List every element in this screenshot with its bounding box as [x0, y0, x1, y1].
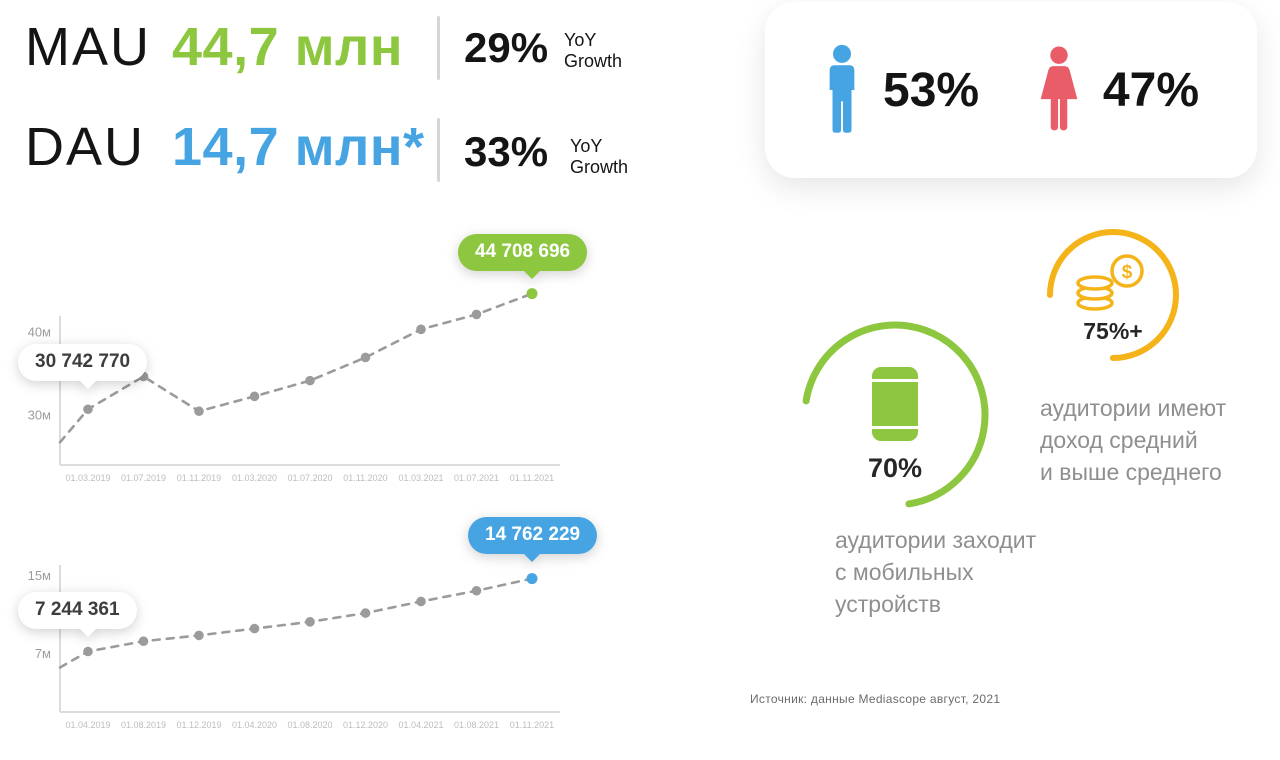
male-percent: 53% [883, 63, 980, 117]
mobile-ring-arc [801, 321, 989, 509]
svg-text:01.03.2019: 01.03.2019 [65, 473, 110, 483]
coins-icon: $ [1076, 254, 1144, 311]
dollar-symbol: $ [1122, 262, 1133, 283]
mobile-ring: 70% [801, 321, 989, 509]
mau-growth-label: YoY Growth [564, 30, 623, 71]
mau-value: 44,7 млн [172, 17, 403, 77]
svg-text:30м: 30м [28, 407, 51, 422]
dau-growth-value: 33% [464, 128, 549, 175]
dau-end-callout: 14 762 229 [468, 517, 598, 562]
svg-text:01.07.2020: 01.07.2020 [287, 473, 332, 483]
mau-chart: 40м 30м 01.03.2019 01.07.2019 01.11.2019 01.0… [15, 228, 640, 508]
mau-label: MAU [25, 17, 151, 77]
mobile-description: аудитории заходит с мобильных устройств [835, 527, 1037, 618]
male-icon [829, 44, 855, 133]
svg-text:01.11.2019: 01.11.2019 [177, 473, 221, 483]
dau-chart: 15м 7м 01.04.2019 01.08.2019 01.12.2019 01.04… [15, 512, 640, 757]
dau-divider [437, 118, 440, 182]
mau-divider [437, 16, 440, 80]
female-percent: 47% [1102, 63, 1199, 117]
svg-text:01.04.2019: 01.04.2019 [65, 720, 110, 730]
svg-text:01.03.2021: 01.03.2021 [398, 473, 443, 483]
svg-text:01.07.2019: 01.07.2019 [121, 473, 166, 483]
svg-text:01.11.2021: 01.11.2021 [510, 473, 554, 483]
svg-text:01.04.2021: 01.04.2021 [398, 720, 443, 730]
dau-chart-plot: 15м 7м 01.04.2019 01.08.2019 01.12.2019 01.04… [28, 565, 560, 730]
income-description: аудитории имеют доход средний и выше сре… [1040, 395, 1227, 486]
mau-start-callout: 30 742 770 [18, 344, 148, 389]
svg-text:01.08.2021: 01.08.2021 [454, 720, 499, 730]
svg-text:01.08.2019: 01.08.2019 [121, 720, 166, 730]
mau-growth-value: 29% [464, 24, 549, 71]
dau-growth-label: YoY Growth [570, 136, 629, 177]
dau-label: DAU [25, 117, 146, 177]
svg-text:01.11.2021: 01.11.2021 [510, 720, 554, 730]
svg-text:15м: 15м [28, 568, 51, 583]
income-ring-arc [1047, 229, 1179, 361]
mobile-percent: 70% [868, 453, 922, 483]
svg-text:01.12.2020: 01.12.2020 [343, 720, 388, 730]
svg-text:01.11.2020: 01.11.2020 [343, 473, 387, 483]
female-icon [1040, 46, 1078, 131]
gender-card: 53% 47% [765, 2, 1257, 178]
source-note: Источник: данные Mediascope август, 2021 [750, 692, 1001, 706]
svg-text:40м: 40м [28, 325, 51, 340]
dau-value: 14,7 млн* [172, 117, 425, 177]
income-percent: 75%+ [1083, 318, 1142, 344]
mau-end-callout: 44 708 696 [458, 234, 588, 279]
svg-text:01.03.2020: 01.03.2020 [232, 473, 277, 483]
svg-text:01.12.2019: 01.12.2019 [176, 720, 221, 730]
male-group: 53% [823, 42, 979, 138]
mau-chart-plot: 40м 30м 01.03.2019 01.07.2019 01.11.2019 01.0… [28, 288, 560, 483]
income-ring: $ 75%+ [1047, 229, 1179, 361]
svg-text:01.04.2020: 01.04.2020 [232, 720, 277, 730]
svg-text:01.08.2020: 01.08.2020 [287, 720, 332, 730]
female-group: 47% [1037, 42, 1199, 138]
svg-text:7м: 7м [35, 646, 51, 661]
svg-text:01.07.2021: 01.07.2021 [454, 473, 499, 483]
dau-start-callout: 7 244 361 [18, 592, 137, 637]
smartphone-icon [872, 367, 918, 441]
